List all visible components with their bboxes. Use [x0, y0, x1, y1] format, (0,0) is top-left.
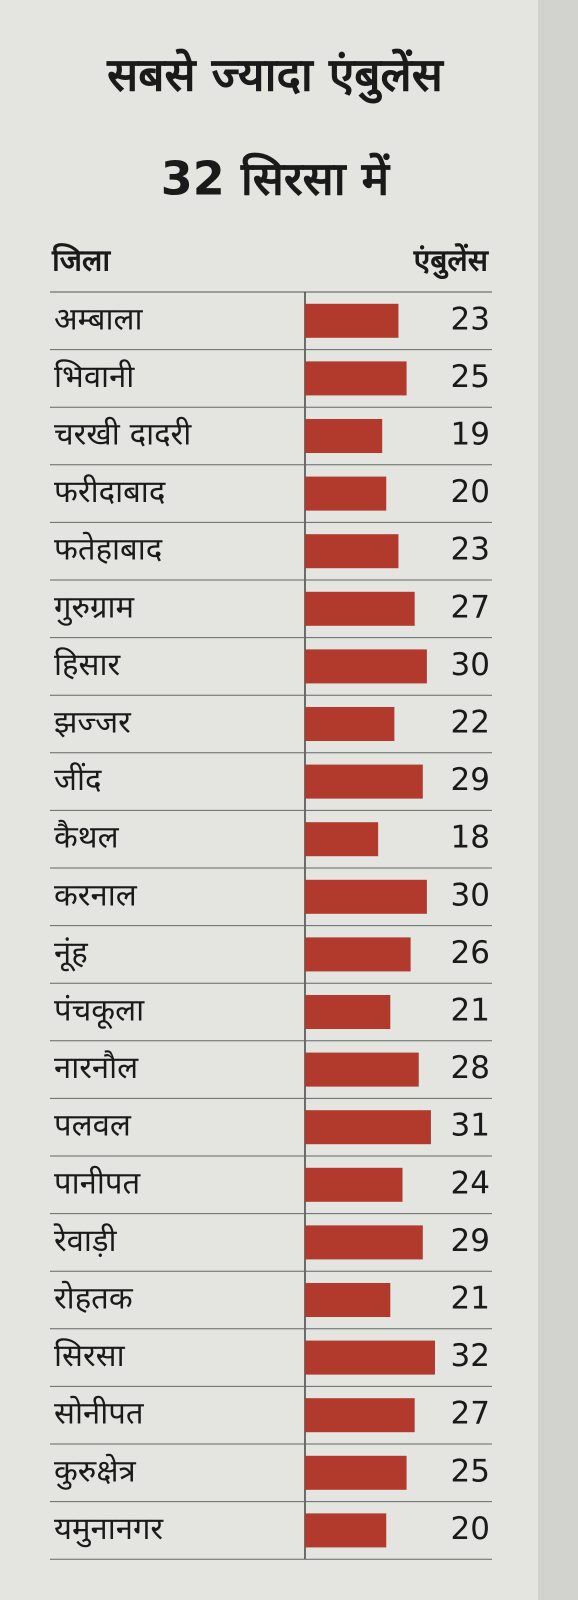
bar [305, 361, 407, 396]
category-label: जींद [54, 762, 102, 798]
value-header: एंबुलेंस [413, 243, 490, 280]
bar [305, 1052, 419, 1087]
bar [305, 995, 391, 1029]
category-label: अम्बाला [54, 301, 144, 337]
category-label: रोहतक [54, 1281, 134, 1317]
value-label: 28 [451, 1050, 490, 1086]
value-label: 22 [451, 705, 490, 741]
category-label: करनाल [54, 877, 138, 913]
category-label: फतेहाबाद [54, 532, 163, 568]
category-label: गुरुग्राम [54, 589, 135, 626]
category-label: फरीदाबाद [54, 474, 166, 510]
value-label: 18 [451, 820, 490, 856]
value-label: 21 [451, 1281, 490, 1317]
bar [305, 476, 387, 511]
category-label: नूंह [54, 935, 88, 972]
category-label: रेवाड़ी [53, 1223, 117, 1259]
category-label: सोनीपत [54, 1396, 145, 1432]
chart-title: सबसे ज्यादा एंबुलेंस [106, 48, 445, 105]
value-label: 20 [451, 474, 490, 510]
value-label: 30 [451, 647, 490, 683]
category-label: हिसार [54, 647, 121, 683]
value-label: 23 [451, 301, 490, 337]
bar [305, 1513, 387, 1548]
bar [305, 937, 411, 972]
bar [305, 1455, 407, 1490]
bar [305, 1283, 391, 1317]
value-label: 31 [451, 1108, 490, 1144]
category-label: सिरसा [54, 1338, 126, 1374]
value-label: 20 [451, 1511, 490, 1547]
value-label: 26 [451, 935, 490, 971]
bar [305, 534, 399, 569]
value-label: 25 [451, 359, 490, 395]
category-label: नारनौल [54, 1050, 139, 1086]
category-label: पंचकूला [54, 993, 145, 1030]
value-label: 27 [451, 1396, 490, 1432]
bar [305, 707, 395, 741]
category-label: यमुनानगर [54, 1511, 164, 1548]
value-label: 19 [451, 417, 490, 453]
value-label: 23 [451, 532, 490, 568]
value-label: 32 [451, 1338, 490, 1374]
paper-edge [538, 0, 578, 1600]
bar [305, 1225, 423, 1260]
bar [305, 649, 427, 684]
bar [305, 1398, 415, 1433]
value-label: 29 [451, 762, 490, 798]
value-label: 21 [451, 993, 490, 1029]
bar [305, 879, 427, 914]
bar [305, 1340, 435, 1375]
bar [305, 1167, 403, 1202]
bar [305, 1110, 431, 1145]
bar [305, 419, 383, 453]
category-label: चरखी दादरी [54, 417, 192, 453]
category-label: कुरुक्षेत्र [54, 1453, 137, 1490]
category-label: कैथल [54, 820, 120, 856]
value-label: 30 [451, 877, 490, 913]
bar [305, 764, 423, 799]
value-label: 25 [451, 1453, 490, 1489]
bar [305, 822, 379, 857]
chart-subtitle: 32 सिरसा में [161, 152, 391, 206]
bar [305, 303, 399, 338]
value-label: 29 [451, 1223, 490, 1259]
category-label: भिवानी [54, 359, 135, 395]
category-label: पलवल [54, 1108, 132, 1144]
category-label: झज्जर [54, 705, 132, 741]
bar [305, 591, 415, 626]
value-label: 24 [451, 1165, 490, 1201]
value-label: 27 [451, 589, 490, 625]
category-header: जिला [51, 243, 111, 279]
category-label: पानीपत [54, 1165, 141, 1201]
